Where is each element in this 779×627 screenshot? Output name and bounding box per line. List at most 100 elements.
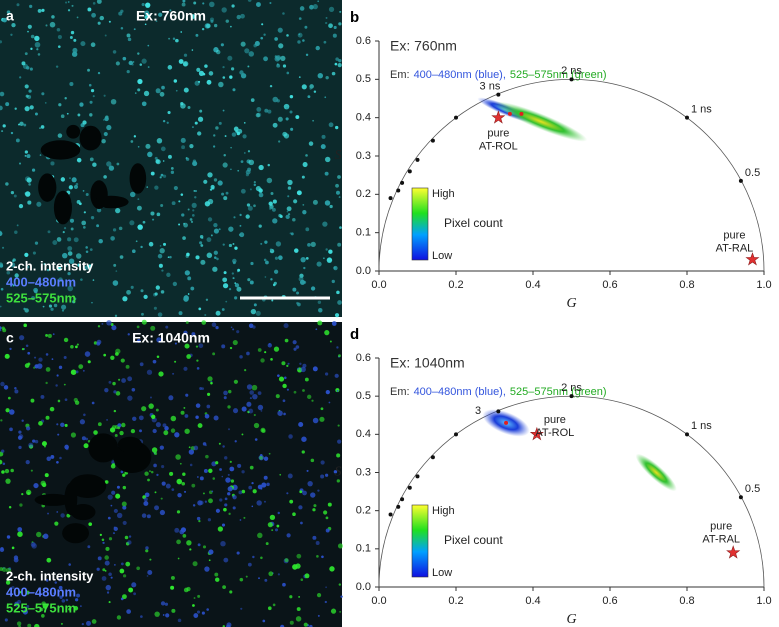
- pixel: [137, 198, 140, 201]
- pixel: [9, 409, 15, 415]
- pixel: [34, 41, 41, 48]
- pixel: [313, 90, 317, 93]
- pixel: [45, 24, 48, 27]
- x-tick-label: 0.0: [371, 279, 386, 291]
- pixel: [113, 263, 117, 267]
- pixel: [204, 413, 210, 419]
- pixel: [323, 40, 327, 44]
- pixel: [55, 65, 59, 68]
- lifetime-label: 2 ns: [561, 382, 582, 394]
- pixel: [66, 112, 69, 115]
- pixel: [170, 166, 174, 170]
- pixel: [61, 304, 67, 310]
- pixel: [147, 570, 153, 576]
- pixel: [67, 246, 73, 251]
- pixel: [47, 230, 51, 234]
- pixel: [295, 115, 300, 119]
- pixel: [240, 607, 243, 610]
- pixel: [260, 427, 266, 433]
- pixel: [54, 581, 58, 584]
- pixel: [56, 27, 61, 32]
- x-tick-label: 0.4: [525, 279, 540, 291]
- pixel: [240, 73, 247, 79]
- pixel: [105, 584, 111, 591]
- pixel: [162, 614, 165, 616]
- pixel: [320, 460, 325, 465]
- pixel: [137, 145, 140, 148]
- pixel: [282, 64, 287, 68]
- pixel: [221, 192, 225, 196]
- pixel: [300, 521, 303, 525]
- pixel: [127, 395, 133, 401]
- pixel: [193, 190, 196, 192]
- pixel: [248, 159, 255, 166]
- pixel: [317, 614, 320, 617]
- pixel: [218, 442, 221, 445]
- pixel: [325, 248, 328, 251]
- pixel: [108, 537, 113, 541]
- pixel: [75, 345, 78, 349]
- pixel: [272, 199, 277, 204]
- pixel: [222, 585, 226, 590]
- pixel: [302, 363, 307, 368]
- pixel: [257, 391, 262, 395]
- pixel: [87, 360, 91, 364]
- pixel: [267, 606, 272, 611]
- pixel: [194, 190, 197, 193]
- pixel: [192, 604, 195, 607]
- pixel: [149, 470, 151, 472]
- pixel: [108, 20, 111, 23]
- pixel: [140, 245, 143, 249]
- pixel: [130, 429, 136, 434]
- pixel: [156, 138, 163, 144]
- pixel: [17, 531, 23, 537]
- pixel: [195, 255, 200, 260]
- pixel: [163, 242, 167, 246]
- x-axis-label: G: [566, 296, 576, 311]
- pixel: [155, 88, 161, 94]
- pixel: [221, 475, 224, 478]
- lifetime-point: [496, 92, 501, 97]
- pixel: [76, 16, 79, 19]
- pixel: [93, 430, 98, 435]
- pixel: [226, 622, 232, 627]
- pixel: [92, 2, 96, 5]
- pixel: [310, 492, 316, 498]
- pixel: [316, 555, 319, 558]
- pixel: [120, 27, 124, 30]
- pixel: [158, 263, 163, 268]
- colorbar-high: High: [432, 505, 455, 517]
- pixel: [115, 61, 120, 66]
- pixel: [142, 220, 146, 224]
- y-tick-label: 0.5: [356, 73, 371, 85]
- pixel: [178, 59, 184, 64]
- pixel: [53, 592, 55, 595]
- pixel: [197, 116, 204, 122]
- pixel: [91, 619, 97, 624]
- image-legend: 400–480nm: [6, 584, 76, 599]
- pixel: [152, 359, 157, 364]
- marker: [507, 111, 512, 116]
- pixel: [184, 490, 187, 493]
- pixel: [72, 47, 78, 53]
- lifetime-point: [430, 138, 435, 143]
- x-tick-label: 0.6: [602, 595, 617, 607]
- pixel: [81, 220, 87, 226]
- pixel: [274, 55, 278, 58]
- pixel: [209, 188, 213, 191]
- dark-region: [70, 503, 96, 521]
- y-tick-label: 0.3: [356, 466, 371, 478]
- pixel: [222, 445, 225, 448]
- pixel: [337, 439, 342, 444]
- pixel: [96, 224, 100, 228]
- pixel: [284, 558, 289, 563]
- image-legend: 525–575nm: [6, 600, 76, 615]
- pixel: [156, 337, 162, 343]
- pixel: [247, 562, 252, 567]
- pixel: [140, 615, 143, 618]
- pixel: [298, 76, 301, 79]
- reference-label: pure: [723, 229, 745, 241]
- pixel: [108, 380, 112, 384]
- pixel: [29, 67, 33, 71]
- pixel: [203, 179, 208, 184]
